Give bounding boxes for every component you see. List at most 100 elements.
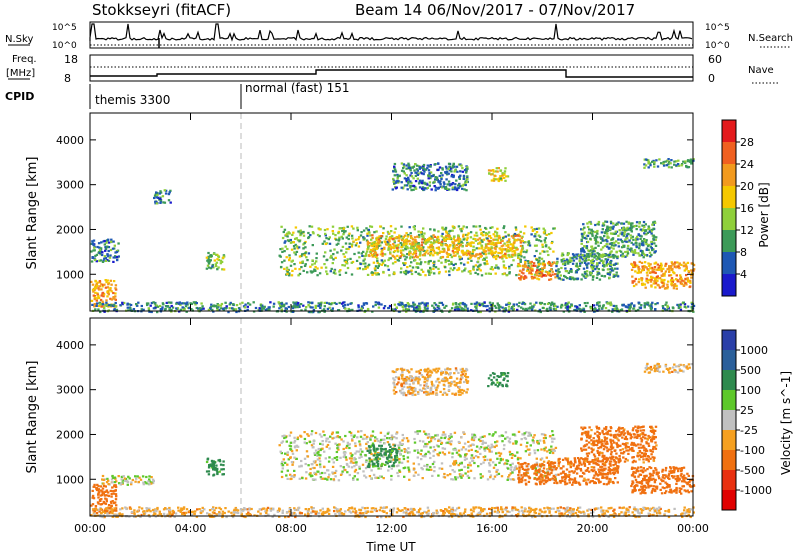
data-cell <box>633 506 636 509</box>
data-cell <box>575 262 578 265</box>
data-cell <box>515 246 518 249</box>
data-cell <box>636 510 640 513</box>
data-cell <box>324 232 327 235</box>
data-cell <box>270 507 273 510</box>
data-cell <box>348 242 351 245</box>
data-cell <box>595 240 598 243</box>
data-cell <box>300 254 303 258</box>
data-cell <box>572 259 576 262</box>
data-cell <box>487 231 491 234</box>
data-cell <box>343 255 346 258</box>
data-cell <box>445 236 448 239</box>
data-cell <box>115 308 119 311</box>
data-cell <box>105 510 109 513</box>
data-cell <box>597 223 600 226</box>
data-cell <box>479 228 482 231</box>
data-cell <box>528 244 532 247</box>
data-cell <box>688 159 691 162</box>
data-cell <box>174 512 178 515</box>
data-cell <box>221 513 224 516</box>
data-cell <box>613 307 617 310</box>
data-cell <box>216 268 219 271</box>
data-cell <box>228 303 231 306</box>
data-cell <box>675 164 678 167</box>
data-cell <box>536 277 539 280</box>
data-cell <box>467 232 470 235</box>
data-cell <box>166 305 169 308</box>
data-cell <box>419 251 422 254</box>
data-cell <box>330 303 333 306</box>
data-cell <box>171 513 174 516</box>
data-cell <box>641 282 645 285</box>
data-cell <box>458 177 461 180</box>
data-cell <box>140 308 143 311</box>
data-cell <box>535 258 538 261</box>
data-cell <box>630 226 633 229</box>
data-cell <box>96 281 99 284</box>
data-cell <box>109 248 113 252</box>
data-cell <box>579 511 582 514</box>
data-cell <box>449 253 452 256</box>
data-cell <box>479 255 483 258</box>
data-cell <box>554 510 558 514</box>
data-cell <box>167 301 171 304</box>
data-cell <box>543 303 546 306</box>
data-cell <box>182 511 185 514</box>
data-cell <box>207 466 211 469</box>
data-cell <box>492 179 496 182</box>
data-cell <box>513 249 516 253</box>
data-cell <box>690 160 693 163</box>
data-cell <box>616 275 620 278</box>
data-cell <box>350 245 354 248</box>
data-cell <box>143 511 147 514</box>
data-cell <box>178 302 181 305</box>
data-cell <box>677 159 680 162</box>
data-cell <box>328 306 331 309</box>
data-cell <box>111 481 114 484</box>
data-cell <box>604 258 607 261</box>
data-cell <box>395 236 398 239</box>
data-cell <box>445 237 448 241</box>
data-cell <box>133 509 136 512</box>
data-cell <box>364 515 367 519</box>
data-cell <box>607 255 610 258</box>
data-cell <box>583 251 586 254</box>
data-cell <box>564 270 568 273</box>
data-cell <box>612 515 616 518</box>
data-cell <box>440 176 443 179</box>
data-cell <box>442 514 446 517</box>
data-cell <box>670 280 673 283</box>
data-cell <box>239 309 242 312</box>
data-cell <box>490 243 493 246</box>
data-cell <box>322 255 326 258</box>
data-cell <box>445 187 449 190</box>
data-cell <box>493 304 497 308</box>
data-cell <box>354 511 357 514</box>
data-cell <box>502 308 505 311</box>
data-cell <box>440 240 444 243</box>
data-cell <box>291 269 294 272</box>
data-cell <box>676 163 680 166</box>
data-cell <box>548 511 551 514</box>
data-cell <box>98 285 101 288</box>
data-cell <box>91 303 94 306</box>
data-cell <box>584 304 588 308</box>
data-cell <box>413 228 416 231</box>
data-cell <box>556 509 559 512</box>
data-cell <box>595 265 598 268</box>
data-cell <box>207 257 210 261</box>
data-cell <box>95 488 99 492</box>
data-cell <box>140 507 144 510</box>
data-cell <box>635 246 638 249</box>
data-cell <box>439 250 442 253</box>
data-cell <box>524 225 527 228</box>
data-cell <box>413 169 416 172</box>
data-cell <box>362 513 365 516</box>
data-cell <box>538 235 542 238</box>
data-cell <box>223 511 226 515</box>
data-cell <box>113 502 116 505</box>
data-cell <box>645 266 648 269</box>
data-cell <box>631 235 634 238</box>
data-cell <box>517 256 520 259</box>
data-cell <box>581 249 585 252</box>
